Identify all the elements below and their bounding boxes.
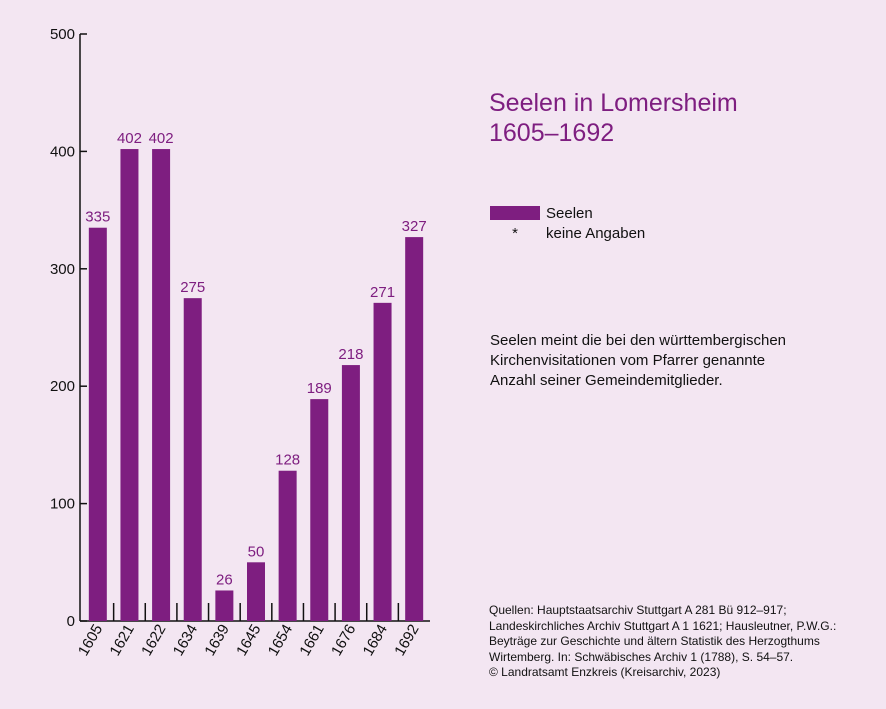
legend-label-seelen: Seelen [546, 204, 593, 222]
chart-subtitle: 1605–1692 [489, 119, 615, 147]
data-label: 402 [149, 130, 174, 147]
bar-1684 [373, 302, 392, 621]
copyright-line: © Landratsamt Enzkreis (Kreisarchiv, 202… [489, 665, 721, 679]
bar-1676 [341, 365, 360, 621]
x-tick-label: 1645 [233, 622, 264, 659]
y-tick-label: 300 [50, 261, 75, 278]
data-label: 189 [307, 380, 332, 397]
bar-1661 [310, 399, 329, 621]
data-label: 50 [248, 543, 265, 560]
x-tick-label: 1692 [391, 622, 422, 659]
bar-1622 [152, 149, 171, 621]
bar-1692 [405, 237, 424, 622]
x-tick-label: 1621 [107, 622, 138, 659]
x-tick-label: 1634 [170, 622, 201, 659]
bar-1639 [215, 590, 234, 621]
source-line: Beyträge zur Geschichte und ältern Stati… [489, 634, 820, 648]
x-tick-label: 1676 [328, 622, 359, 659]
legend-swatch [490, 206, 540, 220]
source-line: Wirtemberg. In: Schwäbisches Archiv 1 (1… [489, 649, 794, 664]
x-tick-label: 1622 [138, 622, 169, 659]
data-label: 218 [338, 346, 363, 363]
data-label: 26 [216, 571, 233, 588]
note-line: Seelen meint die bei den württembergisch… [490, 332, 787, 349]
note-line: Kirchenvisitationen vom Pfarrer genannte [490, 352, 766, 369]
legend-item-keine-angaben: * keine Angaben [490, 223, 645, 243]
y-tick-label: 400 [50, 143, 75, 160]
sources: Quellen: Hauptstaatsarchiv Stuttgart A 2… [489, 603, 879, 681]
legend-item-seelen: Seelen [490, 203, 645, 223]
bar-1621 [120, 149, 139, 621]
data-label: 335 [85, 209, 110, 226]
x-tick-label: 1654 [265, 622, 296, 659]
data-label: 275 [180, 279, 205, 296]
asterisk-icon: * [512, 224, 518, 242]
y-tick-label: 500 [50, 26, 75, 43]
bar-1634 [183, 298, 202, 621]
chart-title: Seelen in Lomersheim 1605–1692 [489, 88, 738, 148]
source-line: Quellen: Hauptstaatsarchiv Stuttgart A 2… [489, 603, 787, 617]
legend-label-keine-angaben: keine Angaben [546, 224, 646, 242]
data-label: 327 [402, 218, 427, 235]
legend: Seelen * keine Angaben [490, 203, 645, 243]
data-label: 128 [275, 452, 300, 469]
bar-1645 [247, 562, 265, 621]
data-label: 271 [370, 284, 395, 301]
bar-1654 [278, 470, 297, 621]
x-tick-label: 1684 [360, 622, 391, 659]
y-tick-label: 200 [50, 378, 75, 395]
x-tick-label: 1661 [296, 622, 327, 659]
data-label: 402 [117, 130, 142, 147]
x-tick-label: 1605 [75, 622, 106, 659]
chart-title-line: Seelen in Lomersheim [489, 89, 738, 117]
y-tick-label: 100 [50, 496, 75, 513]
x-tick-label: 1639 [201, 622, 232, 659]
note-line: Anzahl seiner Gemeindemitglieder. [490, 372, 723, 389]
explanatory-note: Seelen meint die bei den württembergisch… [490, 331, 860, 391]
source-line: Landeskirchliches Archiv Stuttgart A 1 1… [489, 618, 837, 633]
y-tick-label: 0 [67, 613, 75, 630]
bar-1605 [88, 227, 107, 621]
